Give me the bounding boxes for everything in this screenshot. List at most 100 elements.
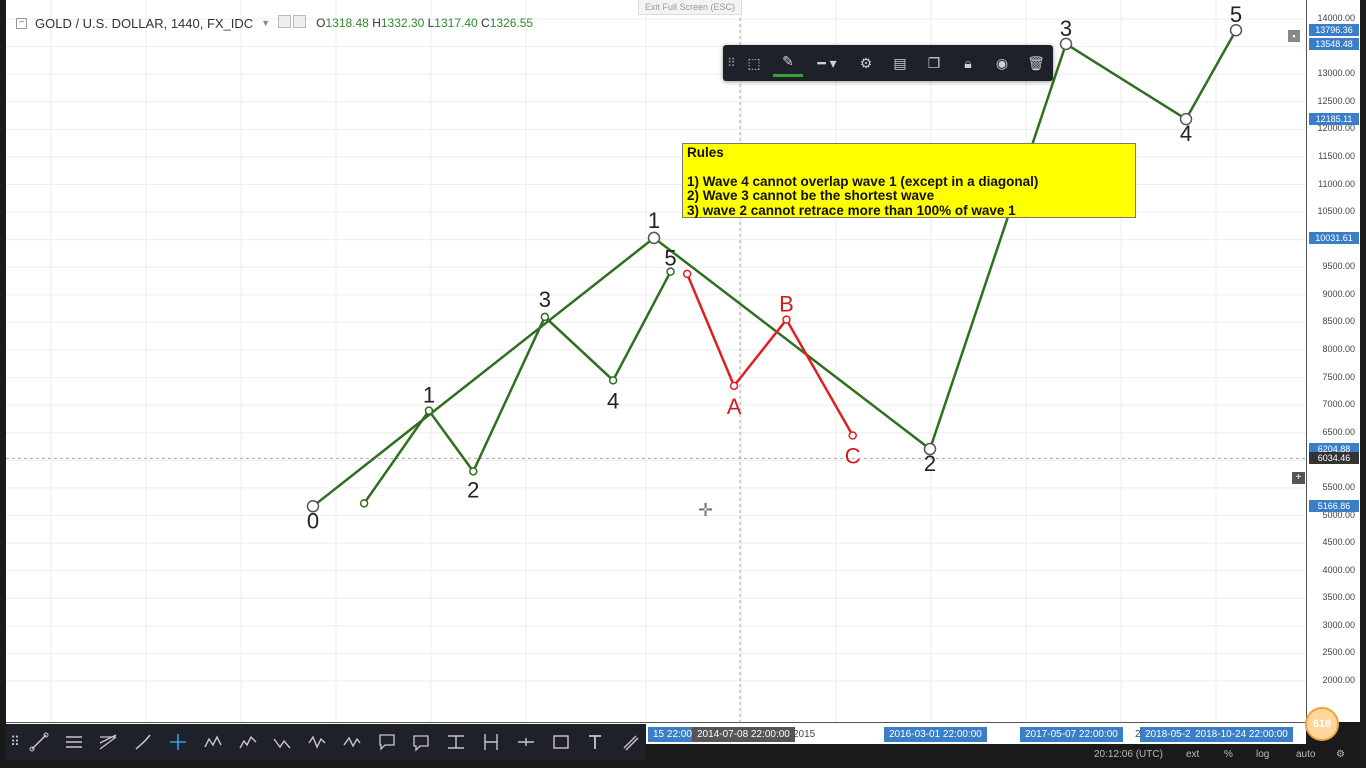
wave-point[interactable] [848, 431, 857, 440]
rectangle-icon[interactable] [545, 727, 577, 757]
brush-icon[interactable] [127, 727, 159, 757]
window-edge [1360, 0, 1366, 768]
elliott-double-icon[interactable] [336, 727, 368, 757]
price-tick: 5000.00 [1322, 509, 1355, 520]
settings-icon[interactable] [293, 15, 307, 28]
price-tick: 4000.00 [1322, 564, 1355, 575]
price-tick: 11500.00 [1318, 150, 1355, 161]
price-tick: 10500.00 [1317, 206, 1355, 217]
auto-button[interactable]: auto [1296, 749, 1316, 760]
open-value: 1318.48 [325, 16, 369, 30]
drawing-tools-bar: ⠿ [6, 724, 646, 760]
measure-icon[interactable] [510, 727, 542, 757]
line-style-icon[interactable]: ━ ▾ [817, 54, 837, 71]
wave-point[interactable] [1059, 37, 1073, 51]
price-axis[interactable]: 2000.00 2500.00 3000.00 3500.00 4000.00 4500.… [1306, 0, 1361, 722]
rules-title: Rules [687, 145, 724, 160]
trash-icon[interactable]: 🗑︎ [1027, 54, 1045, 71]
close-label: C [481, 16, 490, 30]
wave-point[interactable] [666, 267, 675, 276]
date-range-icon[interactable] [475, 727, 507, 757]
elliott-triangle-icon[interactable] [301, 727, 333, 757]
time-label: 15 22:00 [648, 727, 697, 742]
wave-point[interactable] [608, 376, 618, 385]
exit-fullscreen-button[interactable]: Exit Full Screen (ESC) [638, 0, 743, 15]
wave-label: B [779, 292, 794, 317]
symbol-title[interactable]: GOLD / U.S. DOLLAR, 1440, FX_IDC [35, 15, 254, 31]
magnet-icon[interactable] [614, 727, 646, 757]
wave-point[interactable] [540, 312, 550, 322]
status-bar: 20:12:06 (UTC) ext % log auto ⚙ [646, 744, 1366, 768]
wave-label: 0 [307, 508, 319, 533]
wave-line[interactable] [312, 29, 1238, 508]
rectangle-select-icon[interactable]: ⬚ [747, 54, 761, 71]
fib-badge[interactable]: 618 [1305, 707, 1339, 741]
ranges-icon[interactable] [440, 727, 472, 757]
wave-label: 3 [1060, 16, 1072, 41]
text-icon[interactable] [579, 727, 611, 757]
percent-button[interactable]: % [1224, 749, 1233, 760]
wave-label: 4 [1180, 121, 1192, 146]
wave-label: 2 [924, 451, 936, 476]
wave-line[interactable] [685, 273, 854, 437]
wave-point[interactable] [782, 315, 791, 324]
wave-point[interactable] [647, 231, 661, 245]
gear-icon[interactable]: ⚙ [859, 54, 873, 71]
drawing-toolbar: ⠿ ⬚ ✎ ━ ▾ ⚙ ▤ ❐ 🔒︎ ◉ 🗑︎ [723, 45, 1053, 81]
elliott-impulse-icon[interactable] [232, 727, 264, 757]
open-label: O [316, 16, 326, 30]
chart-grid [6, 0, 1306, 722]
chevron-down-icon[interactable]: ▼ [261, 18, 271, 28]
price-tick: 7000.00 [1322, 399, 1355, 410]
copy-icon[interactable]: ❐ [927, 54, 941, 71]
collapse-icon[interactable]: − [16, 17, 27, 29]
close-value: 1326.55 [489, 16, 534, 30]
lock-icon[interactable]: 🔒︎ [964, 54, 972, 71]
wave-label: 1 [423, 383, 435, 408]
pattern-icon[interactable] [197, 727, 229, 757]
grip-icon[interactable]: ⠿ [10, 734, 20, 749]
wave-point[interactable] [1179, 112, 1193, 126]
price-tick: 14000.00 [1317, 13, 1355, 23]
pencil-icon[interactable]: ✎ [773, 49, 803, 77]
callout-icon[interactable] [371, 727, 403, 757]
price-tick: 5500.00 [1322, 481, 1355, 492]
eye-icon[interactable]: ◉ [995, 54, 1009, 71]
trend-line-icon[interactable] [23, 727, 55, 757]
elliott-correction-icon[interactable] [266, 727, 298, 757]
wave-label: 3 [539, 287, 551, 312]
wave-point[interactable] [359, 499, 369, 508]
wave-line[interactable] [363, 271, 672, 505]
wave-point[interactable] [306, 500, 320, 513]
price-tick: 2000.00 [1322, 675, 1355, 685]
crosshair-icon[interactable] [162, 727, 194, 757]
rules-note[interactable]: Rules 1) Wave 4 cannot overlap wave 1 (e… [682, 143, 1136, 218]
time-label: 2015 [793, 729, 816, 740]
price-label: 13796.36 [1309, 24, 1359, 37]
price-label: 10031.61 [1309, 231, 1359, 244]
horizontal-lines-icon[interactable] [58, 727, 90, 757]
wave-point[interactable] [1229, 23, 1243, 37]
gear-icon[interactable]: ⚙ [1336, 749, 1345, 760]
wave-label: 5 [1230, 2, 1242, 27]
visibility-icon[interactable] [278, 15, 292, 28]
price-label: 12185.11 [1309, 113, 1359, 126]
ext-button[interactable]: ext [1186, 749, 1200, 760]
wave-point[interactable] [469, 467, 478, 476]
chart-area[interactable]: − GOLD / U.S. DOLLAR, 1440, FX_IDC ▼ O13… [6, 0, 1306, 722]
crosshair-plus-icon[interactable]: + [1292, 472, 1305, 484]
layers-icon[interactable]: ▤ [893, 54, 907, 71]
log-button[interactable]: log [1256, 749, 1270, 760]
price-axis-top-icon[interactable]: ▪ [1288, 30, 1300, 42]
fib-icon[interactable] [93, 727, 125, 757]
low-value: 1317.40 [434, 16, 478, 30]
wave-point[interactable] [424, 406, 434, 415]
ohlc-values: O1318.48 H1332.30 L1317.40 C1326.55 [316, 16, 533, 30]
comment-icon[interactable] [406, 727, 438, 757]
wave-point[interactable] [729, 381, 739, 391]
grip-icon[interactable]: ⠿ [727, 56, 736, 70]
wave-point[interactable] [682, 269, 692, 279]
wave-point[interactable] [923, 442, 937, 456]
price-tick: 8500.00 [1322, 316, 1355, 327]
